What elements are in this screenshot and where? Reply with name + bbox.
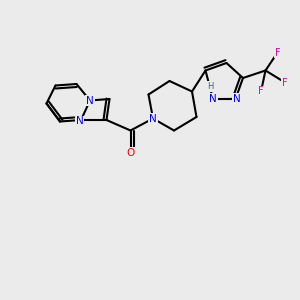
Text: N: N [149, 113, 157, 124]
Text: N: N [209, 94, 217, 104]
Text: O: O [126, 148, 135, 158]
Text: F: F [275, 47, 280, 58]
Text: N: N [233, 94, 241, 104]
Text: F: F [258, 86, 264, 97]
Text: N: N [86, 95, 94, 106]
Text: N: N [76, 116, 83, 127]
Text: F: F [282, 77, 288, 88]
Text: H: H [207, 82, 213, 91]
